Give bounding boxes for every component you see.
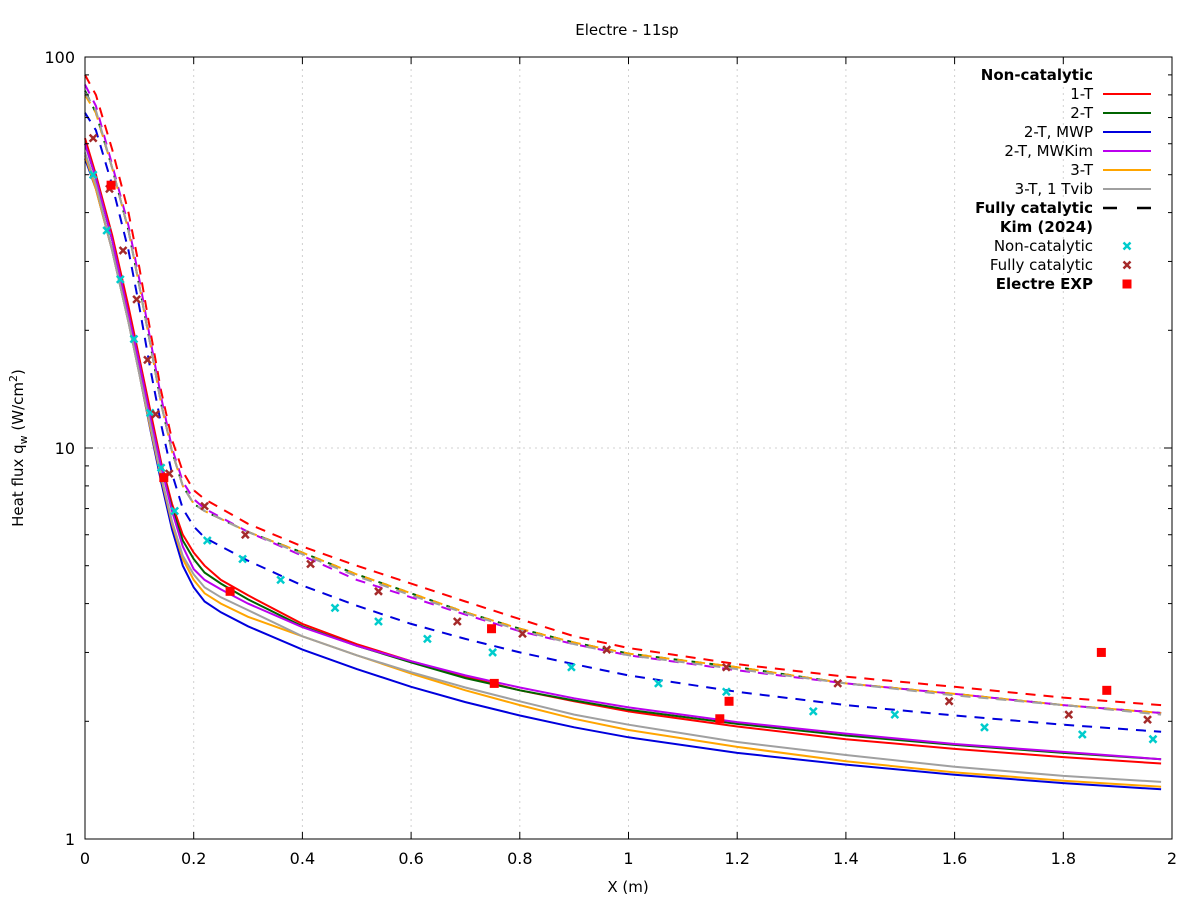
kim-fully-catalytic-point — [1064, 710, 1074, 720]
kim-fully-catalytic-point — [518, 629, 527, 639]
x-tick-label: 0.4 — [290, 849, 315, 868]
kim-noncatalytic-point — [721, 687, 731, 697]
kim-noncatalytic-point — [115, 274, 125, 284]
kim-fully-catalytic-point — [151, 409, 161, 419]
legend-label-electre-exp: Electre EXP — [996, 275, 1093, 293]
kim-noncatalytic-point — [890, 710, 900, 720]
kim-noncatalytic-point — [808, 707, 818, 716]
kim-noncatalytic-point — [276, 575, 286, 585]
series-1-t-fully-catalytic — [84, 74, 1162, 707]
electre-exp-point — [715, 714, 725, 724]
legend-label-1-t: 1-T — [1070, 85, 1094, 103]
kim-noncatalytic-point — [202, 536, 212, 545]
y-tick-label: 1 — [65, 830, 75, 849]
kim-fully-catalytic-point — [602, 645, 612, 655]
x-tick-label: 2 — [1167, 849, 1177, 868]
y-tick-label: 10 — [55, 439, 75, 458]
kim-noncatalytic-point — [980, 722, 989, 732]
kim-fully-catalytic-point — [118, 246, 128, 255]
series-2-t-mwkim-fully-catalytic — [84, 84, 1162, 714]
electre-exp-point — [487, 624, 497, 634]
kim-fully-catalytic-point — [944, 696, 954, 706]
legend-swatch-fully-catalytic — [1122, 260, 1132, 270]
series-layer — [84, 74, 1162, 791]
legend-label-non-catalytic: Non-catalytic — [994, 237, 1093, 255]
legend-header-noncatalytic: Non-catalytic — [981, 66, 1093, 84]
series-3-t-fully-catalytic — [84, 94, 1162, 714]
kim-noncatalytic-point — [238, 554, 247, 564]
legend-label-fully-catalytic: Fully catalytic — [990, 256, 1093, 274]
kim-fully-catalytic-point — [200, 501, 209, 511]
kim-noncatalytic-point — [374, 617, 383, 626]
electre-exp-point — [225, 586, 235, 596]
series-2-t-mwkim-noncatalytic — [84, 143, 1162, 761]
kim-noncatalytic-point — [129, 334, 139, 344]
kim-fully-catalytic-point — [240, 530, 250, 540]
grid — [85, 57, 1172, 839]
legend-header-kim: Kim (2024) — [1000, 218, 1093, 236]
chart-title: Electre - 11sp — [575, 21, 678, 39]
series-1-t-noncatalytic — [84, 137, 1162, 765]
kim-noncatalytic-point — [1077, 730, 1087, 739]
kim-fully-catalytic-point — [721, 662, 731, 672]
series-3-t-1-tvib-noncatalytic — [84, 152, 1162, 783]
kim-fully-catalytic-point — [1143, 715, 1152, 724]
kim-noncatalytic-point — [567, 662, 576, 672]
electre-exp-point — [106, 180, 116, 190]
legend-label-2-t-mwp: 2-T, MWP — [1024, 123, 1093, 141]
x-tick-label: 1.6 — [942, 849, 967, 868]
kim-noncatalytic-point — [88, 170, 98, 180]
kim-noncatalytic-point — [423, 634, 432, 644]
electre-exp-point — [159, 473, 169, 483]
legend-label-2-t: 2-T — [1070, 104, 1094, 122]
legend-label-3-t: 3-T — [1070, 161, 1094, 179]
kim-noncatalytic-point — [654, 679, 663, 688]
series-2-t-mwp-fully-catalytic — [84, 112, 1162, 733]
electre-exp-point — [1096, 647, 1106, 657]
x-tick-label: 1.2 — [724, 849, 749, 868]
series-3-t-1-tvib-fully-catalytic — [84, 92, 1162, 716]
series-2-t-fully-catalytic — [84, 90, 1162, 714]
x-tick-label: 0.2 — [181, 849, 206, 868]
x-tick-label: 0 — [80, 849, 90, 868]
x-tick-label: 0.8 — [507, 849, 532, 868]
x-tick-label: 1.4 — [833, 849, 858, 868]
y-axis-label: Heat flux qw (W/cm2) — [7, 369, 30, 527]
legend: Non-catalytic Fully catalytic Kim (2024)… — [975, 66, 1151, 293]
points-layer — [88, 133, 1158, 744]
electre-exp-point — [489, 678, 499, 688]
kim-fully-catalytic-point — [132, 294, 142, 304]
kim-noncatalytic-point — [170, 506, 180, 516]
legend-label-2-t-mwkim: 2-T, MWKim — [1004, 142, 1093, 160]
kim-fully-catalytic-point — [143, 355, 152, 365]
kim-fully-catalytic-point — [306, 559, 315, 569]
kim-noncatalytic-point — [156, 463, 166, 473]
legend-label-3-t-1-tvib: 3-T, 1 Tvib — [1015, 180, 1093, 198]
kim-fully-catalytic-point — [88, 133, 98, 143]
kim-fully-catalytic-point — [374, 586, 383, 596]
x-tick-label: 1 — [623, 849, 633, 868]
kim-fully-catalytic-point — [833, 679, 843, 688]
x-tick-label: 0.6 — [398, 849, 423, 868]
legend-swatch-non-catalytic — [1122, 241, 1132, 251]
y-tick-label: 100 — [44, 48, 75, 67]
x-axis-label: X (m) — [607, 878, 648, 896]
kim-noncatalytic-point — [488, 648, 498, 657]
x-tick-label: 1.8 — [1051, 849, 1076, 868]
kim-noncatalytic-point — [1148, 734, 1158, 744]
kim-noncatalytic-point — [102, 226, 112, 235]
kim-noncatalytic-point — [330, 603, 340, 613]
legend-header-fully-catalytic: Fully catalytic — [975, 199, 1093, 217]
legend-swatch-electre-exp — [1122, 279, 1132, 289]
electre-exp-point — [724, 696, 734, 706]
kim-fully-catalytic-point — [452, 617, 462, 626]
electre-exp-point — [1102, 685, 1112, 695]
ticks: 0 0.2 0.4 0.6 0.8 1 1.2 1.4 1.6 1.8 2 1 10 100 — [44, 48, 1177, 868]
